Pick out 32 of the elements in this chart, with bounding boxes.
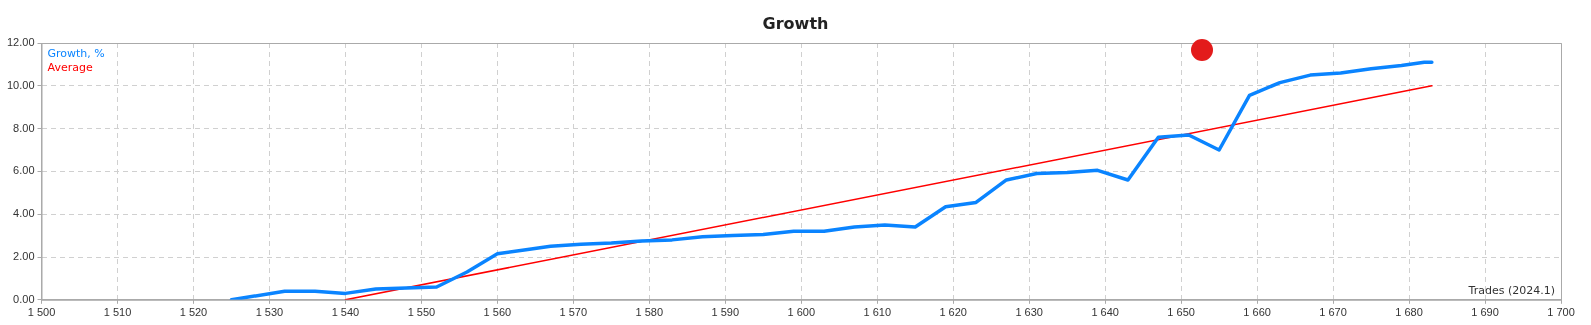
text: Average — [47, 61, 93, 75]
y-tick-label: 12.00 — [7, 36, 35, 49]
x-tick-label: 1 680 — [1395, 306, 1423, 319]
text: Growth, % — [47, 47, 105, 61]
x-tick-label: 1 560 — [483, 306, 512, 319]
x-tick-label: 1 600 — [787, 306, 816, 319]
x-tick-label: 1 670 — [1319, 306, 1347, 319]
y-tick-label: 4.00 — [13, 207, 35, 220]
y-tick-label: 6.00 — [13, 164, 35, 177]
y-tick-label: 0.00 — [13, 292, 35, 305]
y-tick-label: 10.00 — [7, 78, 35, 91]
y-tick-label: 8.00 — [13, 121, 35, 134]
x-tick-label: 1 620 — [939, 306, 967, 319]
x-tick-label: 1 510 — [103, 306, 132, 319]
x-tick-label: 1 640 — [1091, 306, 1119, 319]
x-tick-label: 1 520 — [179, 306, 208, 319]
chart-title: Growth — [761, 14, 830, 33]
x-tick-label: 1 570 — [559, 306, 588, 319]
x-tick-label: 1 550 — [407, 306, 436, 319]
x-tick-label: 1 700 — [1547, 306, 1575, 319]
x-tick-label: 1 580 — [635, 306, 664, 319]
x-tick-label: 1 610 — [863, 306, 891, 319]
x-tick-label: 1 660 — [1243, 306, 1271, 319]
x-tick-label: 1 630 — [1015, 306, 1043, 319]
x-tick-label: 1 500 — [27, 306, 56, 319]
x-tick-label: 1 650 — [1167, 306, 1195, 319]
x-axis-title: Trades (2024.1) — [1467, 284, 1555, 298]
y-tick-label: 2.00 — [13, 250, 35, 263]
x-tick-label: 1 540 — [331, 306, 360, 319]
x-tick-label: 1 590 — [711, 306, 740, 319]
x-tick-label: 1 530 — [255, 306, 284, 319]
x-tick-label: 1 690 — [1471, 306, 1499, 319]
